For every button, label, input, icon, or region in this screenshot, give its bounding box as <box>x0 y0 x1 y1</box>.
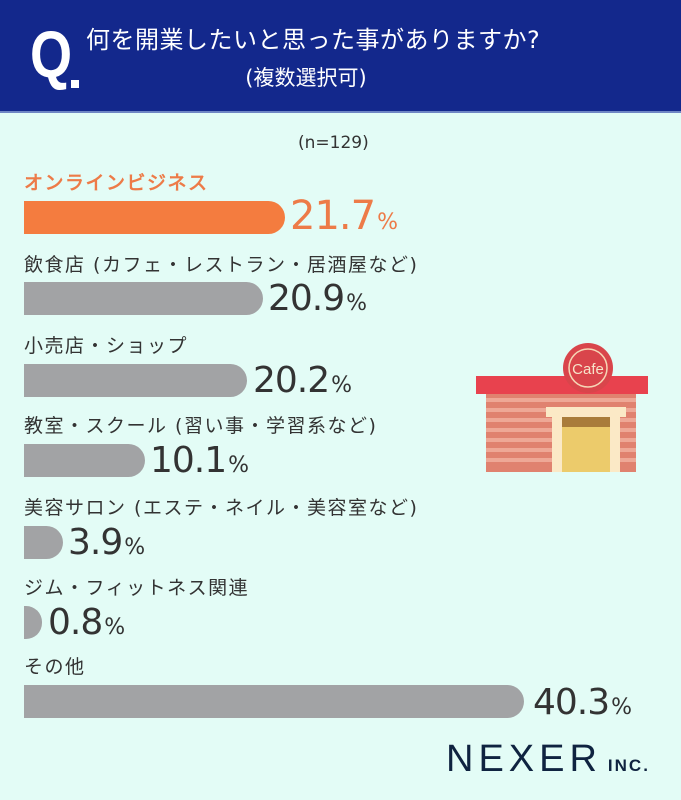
pct-value: 20.2 <box>253 360 330 401</box>
row-label-retail: 小売店・ショップ <box>24 335 189 357</box>
logo-main: NEXER <box>446 738 602 780</box>
bar-online-business <box>24 201 285 234</box>
bar-school <box>24 444 145 477</box>
pct-other: 40.3% <box>533 683 632 729</box>
pct-unit: % <box>228 453 250 478</box>
pct-school: 10.1% <box>150 441 249 487</box>
nexer-logo: NEXER INC. <box>446 738 650 781</box>
cafe-storefront-icon: Cafe <box>476 343 648 472</box>
bar-retail <box>24 364 247 397</box>
pct-online-business: 21.7% <box>290 196 398 244</box>
pct-unit: % <box>377 210 398 235</box>
pct-value: 10.1 <box>150 440 227 481</box>
row-label-online-business: オンラインビジネス <box>24 172 209 194</box>
pct-unit: % <box>331 373 353 398</box>
row-label-other: その他 <box>24 656 86 678</box>
q-mark: Q <box>30 17 73 91</box>
svg-text:Cafe: Cafe <box>572 361 604 378</box>
pct-value: 21.7 <box>290 193 376 239</box>
bar-beauty-salon <box>24 526 63 559</box>
question-subtitle: (複数選択可) <box>245 66 367 90</box>
pct-value: 40.3 <box>533 682 610 723</box>
pct-value: 0.8 <box>48 602 103 643</box>
pct-unit: % <box>104 615 126 640</box>
pct-retail: 20.2% <box>253 361 352 407</box>
q-dot <box>71 80 79 88</box>
question-title: 何を開業したいと思った事がありますか? <box>86 26 541 54</box>
row-label-school: 教室・スクール (習い事・学習系など) <box>24 415 378 437</box>
bar-restaurant <box>24 282 263 315</box>
pct-unit: % <box>611 695 633 720</box>
pct-beauty-salon: 3.9% <box>68 523 145 569</box>
logo-sub: INC. <box>607 756 650 775</box>
sample-size: (n=129) <box>298 133 369 153</box>
pct-value: 3.9 <box>68 522 123 563</box>
bar-other <box>24 685 524 718</box>
pct-value: 20.9 <box>268 278 345 319</box>
pct-unit: % <box>346 291 368 316</box>
bar-gym <box>24 606 42 639</box>
pct-gym: 0.8% <box>48 603 125 649</box>
row-label-gym: ジム・フィットネス関連 <box>24 577 250 599</box>
question-header: Q 何を開業したいと思った事がありますか? (複数選択可) <box>0 0 681 113</box>
pct-restaurant: 20.9% <box>268 279 367 325</box>
row-label-restaurant: 飲食店 (カフェ・レストラン・居酒屋など) <box>24 254 419 276</box>
row-label-beauty-salon: 美容サロン (エステ・ネイル・美容室など) <box>24 497 419 519</box>
pct-unit: % <box>124 535 146 560</box>
